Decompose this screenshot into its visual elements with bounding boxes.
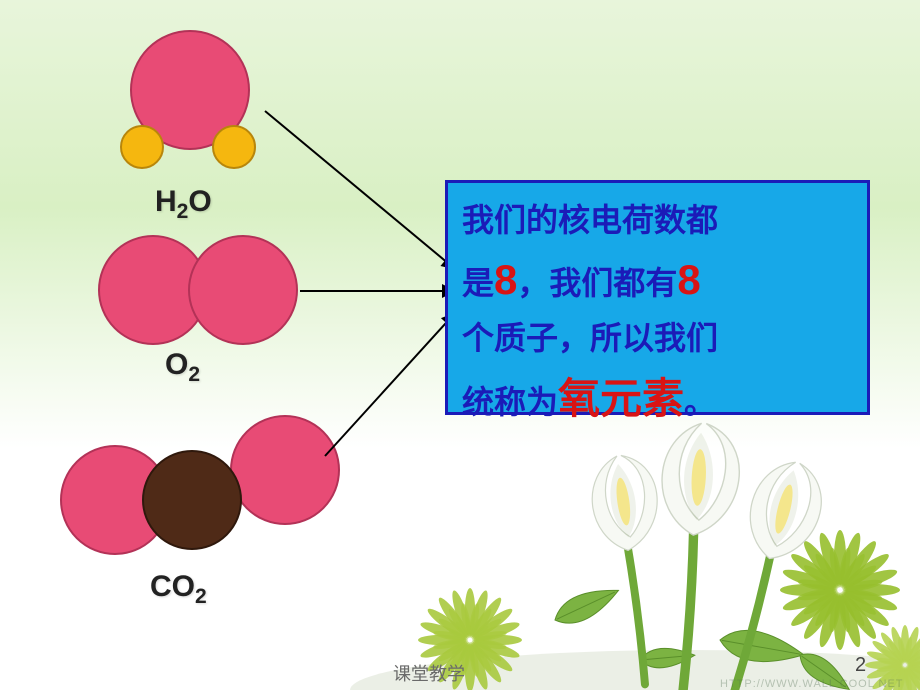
co2-atom-carbon-2 bbox=[142, 450, 242, 550]
footer-text: 课堂教学 bbox=[393, 660, 465, 686]
h2o-atom-hydrogen-2 bbox=[212, 125, 256, 169]
label-o2: O2 bbox=[165, 348, 200, 387]
speech-box: 我们的核电荷数都是8，我们都有8个质子，所以我们统称为氧元素。 bbox=[445, 180, 870, 415]
page-number: 2 bbox=[855, 654, 866, 677]
o2-atom-oxygen-1 bbox=[188, 235, 298, 345]
h2o-atom-hydrogen-1 bbox=[120, 125, 164, 169]
label-h2o: H2O bbox=[155, 185, 212, 224]
watermark: HTTP://WWW.WALL COOL NET bbox=[720, 678, 904, 690]
label-co2: CO2 bbox=[150, 570, 207, 609]
co2-atom-oxygen-1 bbox=[230, 415, 340, 525]
arrow-o2 bbox=[300, 290, 455, 292]
